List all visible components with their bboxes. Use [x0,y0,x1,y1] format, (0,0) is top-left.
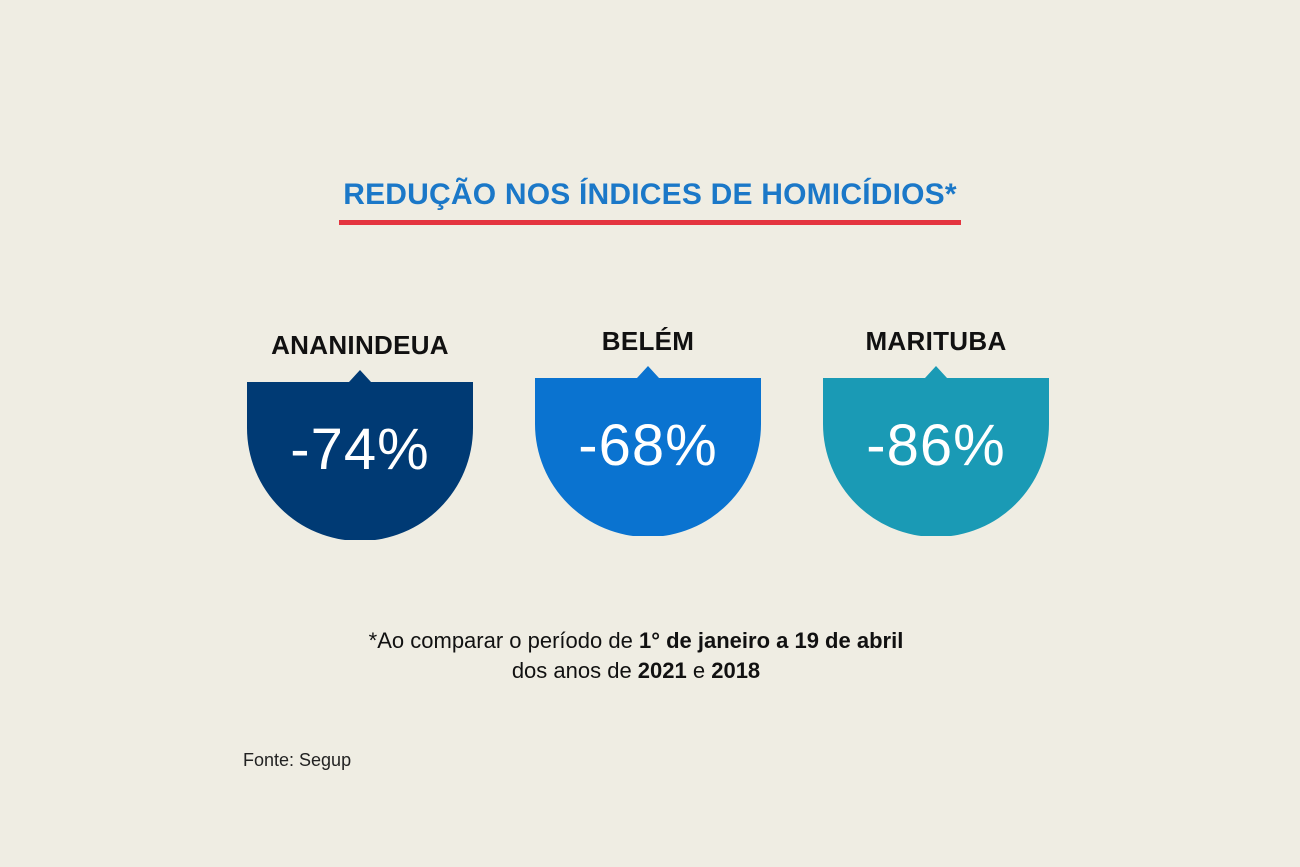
footnote-line-2: dos anos de 2021 e 2018 [0,656,1272,686]
footnote-text: dos anos de [511,658,638,683]
percentage-value: -74% [290,417,430,482]
percentage-value: -86% [866,413,1006,478]
footnote-year-b: 2018 [711,658,761,683]
card-ananindeua: ANANINDEUA -74% [247,330,473,540]
city-label: BELÉM [601,326,695,356]
footnote-text: *Ao comparar o período de [368,628,639,653]
drop-shape [823,366,1049,536]
drop-shape [247,370,473,540]
page-title: REDUÇÃO NOS ÍNDICES DE HOMICÍDIOS* [339,178,961,225]
city-label: MARITUBA [865,326,1007,356]
drop-shape-path [823,366,1049,536]
footnote-year-a: 2021 [637,658,687,683]
footnote-date-range: 1° de janeiro a 19 de abril [638,628,904,653]
drop-shape-path [535,366,761,536]
drop-shape [535,366,761,536]
footnote-line-1: *Ao comparar o período de 1° de janeiro … [0,626,1272,656]
footnote-conjunction: e [686,658,712,683]
footnote: *Ao comparar o período de 1° de janeiro … [0,626,1272,686]
source-credit: Fonte: Segup [243,750,352,770]
drop-shape-path [247,370,473,540]
percentage-value: -68% [578,413,718,478]
title-container: REDUÇÃO NOS ÍNDICES DE HOMICÍDIOS* [0,178,1300,225]
card-marituba: MARITUBA -86% [823,326,1049,536]
city-label: ANANINDEUA [271,330,449,360]
card-belem: BELÉM -68% [535,326,761,536]
